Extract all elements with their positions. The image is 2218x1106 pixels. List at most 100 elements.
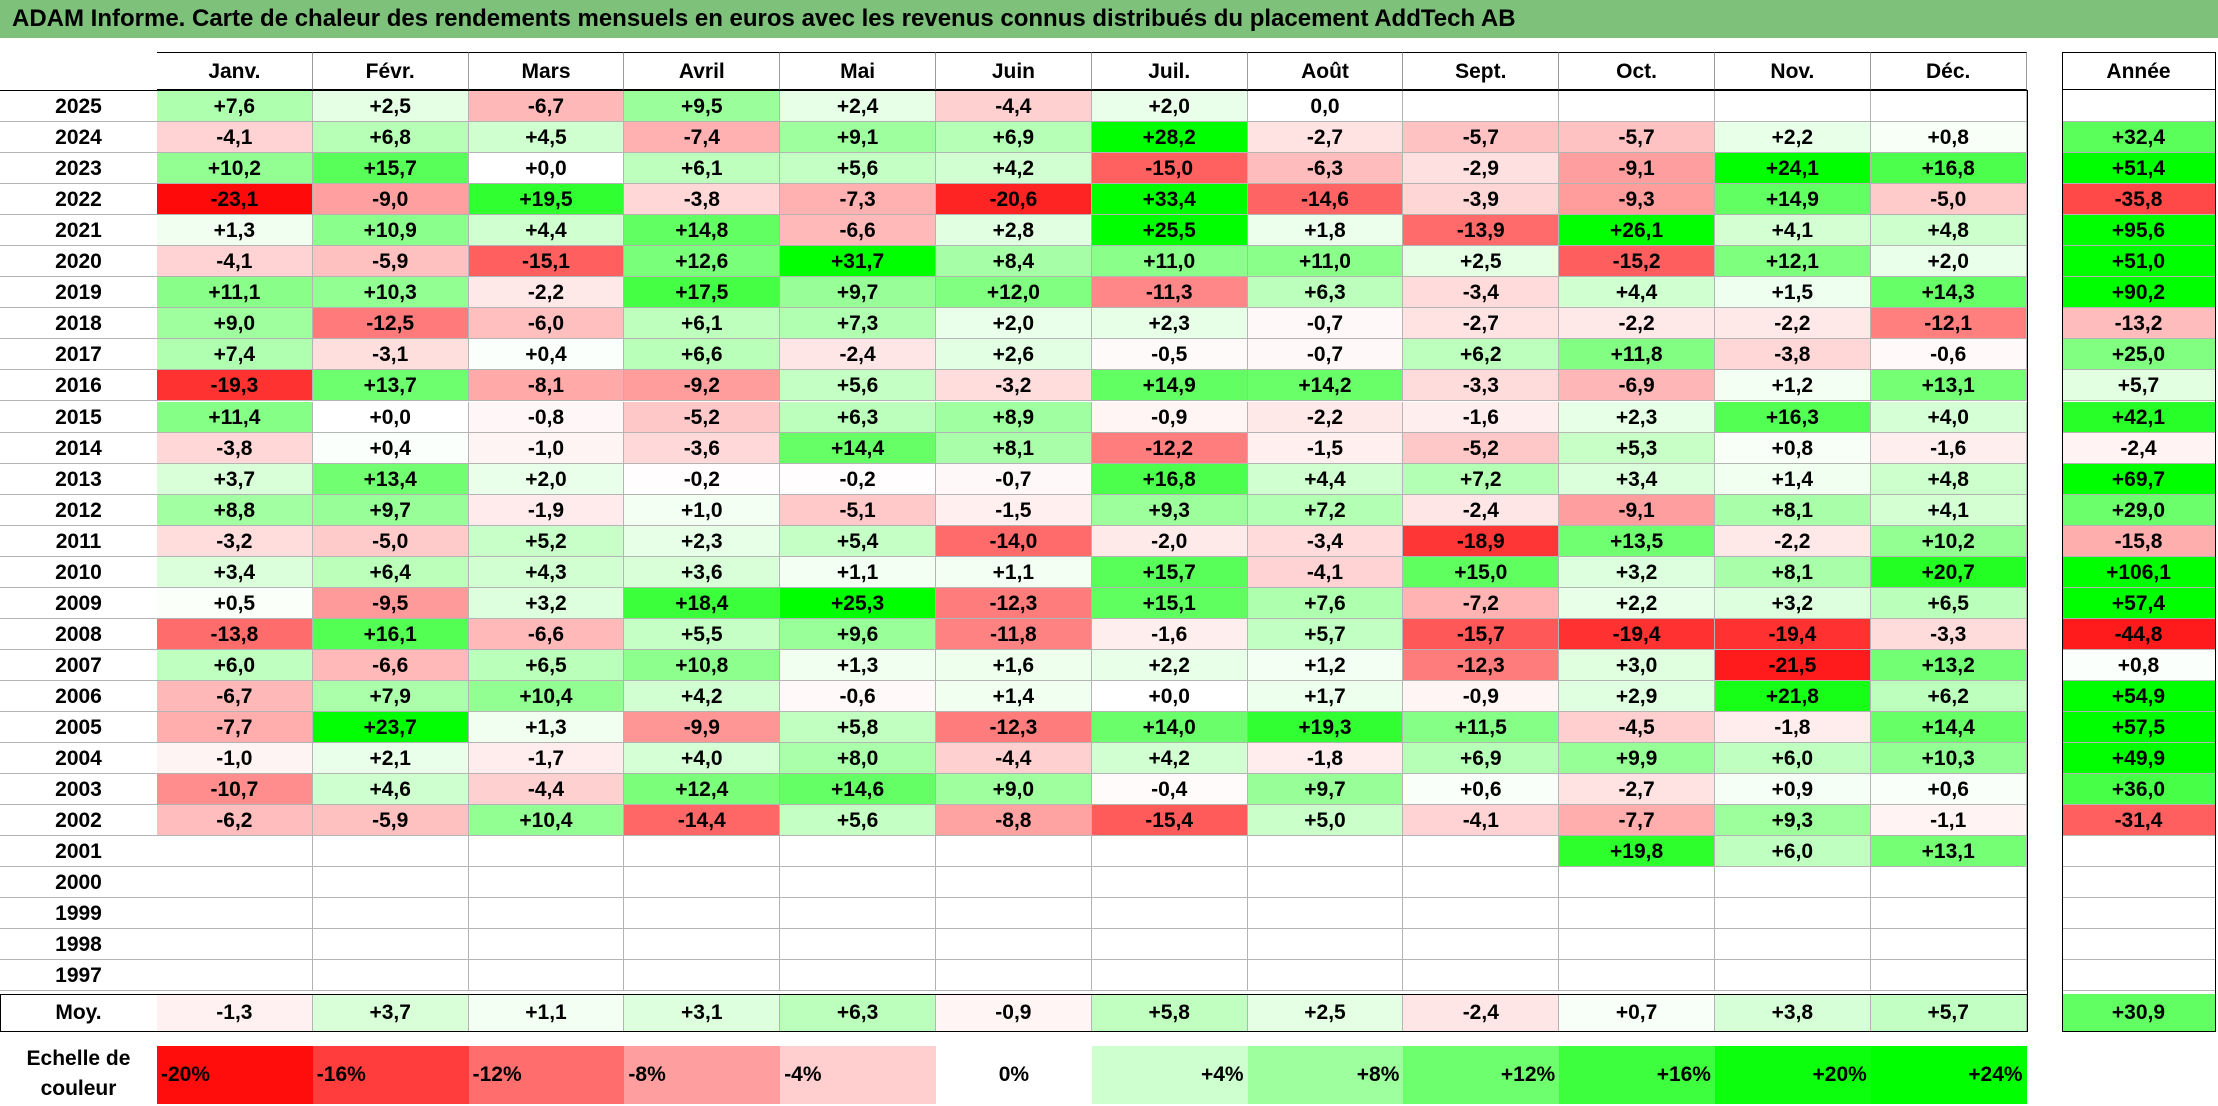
year-label: 2015 — [0, 402, 157, 433]
color-scale-stop: +12% — [1403, 1046, 1560, 1104]
month-header: Févr. — [312, 52, 469, 90]
heatmap-cell: +10,3 — [312, 277, 469, 309]
heatmap-cell: -0,5 — [1091, 339, 1248, 371]
year-label: 2019 — [0, 277, 157, 309]
heatmap-cell: -3,2 — [157, 525, 313, 557]
heatmap-cell: -13,8 — [157, 618, 313, 650]
heatmap-cell: +6,6 — [624, 339, 781, 371]
heatmap-cell: -7,7 — [1559, 805, 1715, 837]
heatmap-cell: +9,9 — [1559, 743, 1715, 775]
heatmap-cell: +10,2 — [1870, 525, 2027, 557]
month-header: Oct. — [1559, 52, 1715, 90]
heatmap-cell: +5,0 — [1247, 805, 1404, 837]
heatmap-cell: -3,8 — [624, 184, 781, 216]
heatmap-cell — [468, 836, 625, 868]
heatmap-cell: -6,7 — [468, 91, 625, 123]
heatmap-cell: -5,2 — [1403, 432, 1560, 464]
heatmap-cell: -0,2 — [624, 463, 781, 495]
heatmap-cell: -1,9 — [468, 494, 625, 526]
heatmap-cell — [1715, 929, 1871, 961]
heatmap-cell: +4,6 — [312, 774, 469, 806]
heatmap-cell: -0,8 — [468, 401, 625, 433]
heatmap-cell: -19,3 — [157, 370, 313, 402]
heatmap-cell: +11,4 — [157, 401, 313, 433]
heatmap-cell — [624, 867, 781, 899]
heatmap-cell: +4,2 — [936, 153, 1092, 185]
heatmap-cell: +4,5 — [468, 122, 625, 154]
month-header: Juil. — [1091, 52, 1248, 90]
year-label: 1998 — [0, 929, 157, 961]
heatmap-cell: -7,2 — [1403, 587, 1560, 619]
heatmap-cell: +16,3 — [1715, 401, 1871, 433]
heatmap-cell: +4,3 — [468, 556, 625, 588]
heatmap-cell: -1,1 — [1870, 805, 2027, 837]
heatmap-cell — [157, 960, 313, 992]
heatmap-cell: +2,3 — [624, 525, 781, 557]
heatmap-cell: +2,4 — [780, 91, 936, 123]
heatmap-cell — [468, 929, 625, 961]
heatmap-cell: +3,4 — [1559, 463, 1715, 495]
heatmap-cell: +6,5 — [468, 649, 625, 681]
heatmap-cell: -12,3 — [936, 712, 1092, 744]
heatmap-cell: -5,2 — [624, 401, 781, 433]
month-header: Mai — [780, 52, 936, 90]
heatmap-cell: -2,7 — [1559, 774, 1715, 806]
color-scale-stop: -8% — [624, 1046, 781, 1104]
year-total-cell: -35,8 — [2062, 184, 2216, 216]
heatmap-cell: +1,8 — [1247, 215, 1404, 247]
heatmap-cell — [1091, 867, 1248, 899]
heatmap-cell: +1,3 — [780, 649, 936, 681]
heatmap-cell — [1403, 91, 1560, 123]
heatmap-cell: -6,7 — [157, 680, 313, 712]
month-header: Juin — [936, 52, 1092, 90]
year-label: 2020 — [0, 246, 157, 278]
heatmap-cell: +0,9 — [1715, 774, 1871, 806]
heatmap-cell — [1715, 898, 1871, 930]
heatmap-cell: +15,1 — [1091, 587, 1248, 619]
heatmap-cell — [468, 960, 625, 992]
average-cell: +3,7 — [312, 994, 469, 1032]
heatmap-cell: -6,0 — [468, 308, 625, 340]
heatmap-cell: -12,5 — [312, 308, 469, 340]
year-label: 2002 — [0, 805, 157, 837]
heatmap-cell: +2,8 — [936, 215, 1092, 247]
heatmap-cell: +0,5 — [157, 587, 313, 619]
heatmap-cell: +9,7 — [312, 494, 469, 526]
year-total-cell: +51,0 — [2062, 246, 2216, 278]
heatmap-cell — [312, 898, 469, 930]
average-cell: -0,9 — [936, 994, 1092, 1032]
heatmap-cell: -0,7 — [1247, 308, 1404, 340]
heatmap-cell: -1,6 — [1403, 401, 1560, 433]
heatmap-cell — [780, 929, 936, 961]
heatmap-cell: -14,4 — [624, 805, 781, 837]
heatmap-cell: -5,1 — [780, 494, 936, 526]
heatmap-cell: +5,4 — [780, 525, 936, 557]
heatmap-cell: +1,1 — [936, 556, 1092, 588]
heatmap-cell: +11,0 — [1247, 246, 1404, 278]
heatmap-cell: +9,0 — [936, 774, 1092, 806]
heatmap-cell: -3,9 — [1403, 184, 1560, 216]
heatmap-cell: -3,8 — [1715, 339, 1871, 371]
heatmap-cell — [1091, 960, 1248, 992]
heatmap-cell: +4,1 — [1870, 494, 2027, 526]
heatmap-cell: +13,1 — [1870, 836, 2027, 868]
heatmap-cell: +3,0 — [1559, 649, 1715, 681]
year-label: 2005 — [0, 712, 157, 744]
heatmap-cell — [1403, 929, 1560, 961]
heatmap-cell: +7,9 — [312, 680, 469, 712]
heatmap-cell: -6,2 — [157, 805, 313, 837]
heatmap-cell: +2,9 — [1559, 680, 1715, 712]
heatmap-cell: +14,9 — [1715, 184, 1871, 216]
average-cell: +0,7 — [1559, 994, 1715, 1032]
year-total-cell: +36,0 — [2062, 774, 2216, 806]
heatmap-cell: +13,7 — [312, 370, 469, 402]
heatmap-cell: +6,4 — [312, 556, 469, 588]
heatmap-cell: -19,4 — [1559, 618, 1715, 650]
heatmap-cell — [312, 929, 469, 961]
heatmap-cell: +1,6 — [936, 649, 1092, 681]
color-scale-stop: -12% — [468, 1046, 625, 1104]
heatmap-cell — [1870, 960, 2027, 992]
average-total-cell: +30,9 — [2062, 994, 2216, 1032]
heatmap-cell: +0,0 — [1091, 680, 1248, 712]
heatmap-cell: -1,0 — [468, 432, 625, 464]
